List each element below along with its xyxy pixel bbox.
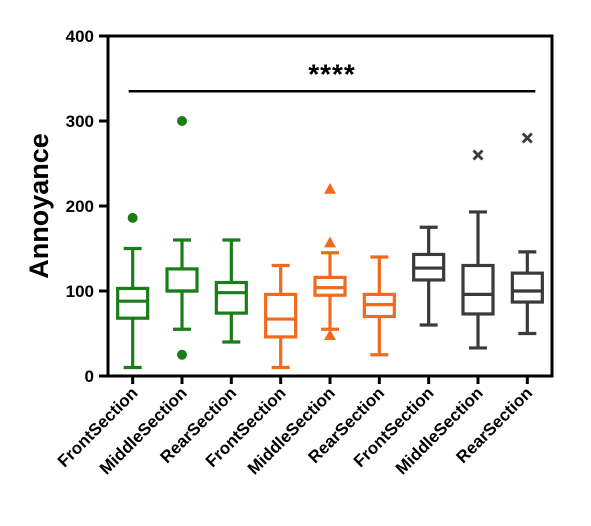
x-labels-layer: FrontSectionMiddleSectionRearSectionFron… <box>54 376 536 478</box>
outlier-point <box>472 149 484 161</box>
outlier-point <box>521 132 533 144</box>
significance-layer: **** <box>128 58 536 93</box>
y-axis-title: Annoyance <box>24 133 54 279</box>
box-9 <box>510 132 544 336</box>
y-tick-label: 100 <box>66 282 94 301</box>
box-1 <box>116 212 150 370</box>
box-3 <box>214 238 248 344</box>
outlier-point <box>177 116 187 126</box>
y-ticks-layer: 0 100 200 300 400 <box>66 27 108 386</box>
box-6 <box>362 255 396 357</box>
x-category-label: MiddleSection <box>392 383 487 478</box>
y-tick-label: 200 <box>66 197 94 216</box>
iqr-box <box>165 267 199 293</box>
outlier-point <box>177 349 187 360</box>
iqr-box <box>214 280 248 315</box>
iqr-box <box>264 292 298 339</box>
outlier-point <box>324 329 336 340</box>
box-2 <box>165 116 199 360</box>
y-tick-label: 0 <box>85 367 94 386</box>
box-8 <box>461 149 495 350</box>
significance-label: **** <box>308 58 356 89</box>
outlier-point <box>127 212 138 223</box>
box-5 <box>313 183 347 340</box>
box-4 <box>264 263 298 370</box>
iqr-box <box>461 263 495 316</box>
iqr-box <box>510 271 544 304</box>
box-7 <box>412 225 446 327</box>
outlier-point <box>324 183 336 194</box>
x-category-label: MiddleSection <box>244 383 339 478</box>
iqr-box <box>116 286 150 320</box>
y-tick-label: 300 <box>66 112 94 131</box>
boxes-layer <box>116 116 544 370</box>
x-category-label: MiddleSection <box>96 383 191 478</box>
outlier-point <box>324 236 336 248</box>
y-tick-label: 400 <box>66 27 94 46</box>
